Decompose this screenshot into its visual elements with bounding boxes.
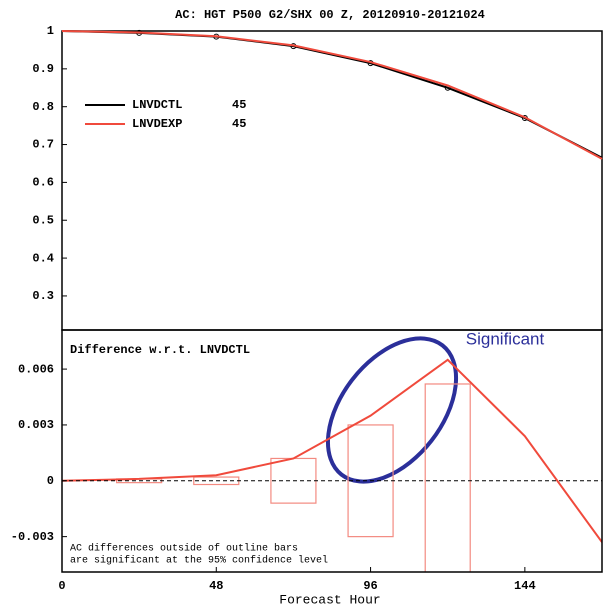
series-line (61, 30, 603, 160)
x-axis-label: Forecast Hour (279, 592, 380, 607)
x-tick-label: 0 (58, 579, 65, 593)
legend-label: LNVDCTL (132, 98, 182, 112)
legend-count: 45 (232, 98, 246, 112)
note: AC differences outside of outline bars (70, 543, 298, 555)
y-tick-label: 0.6 (32, 176, 54, 190)
x-tick-label: 96 (363, 579, 377, 593)
legend-label: LNVDEXP (132, 117, 182, 131)
highlight-ellipse (325, 336, 459, 484)
y-tick-label: 1 (47, 24, 54, 38)
y-tick-label: 0.8 (32, 100, 54, 114)
y-tick-label: 0.006 (18, 362, 54, 376)
y-tick-label: -0.003 (11, 530, 54, 544)
series-line (62, 358, 602, 543)
y-tick-label: 0.003 (18, 418, 54, 432)
chart-title: AC: HGT P500 G2/SHX 00 Z, 20120910-20121… (175, 8, 485, 22)
note: are significant at the 95% confidence le… (70, 555, 328, 567)
annotation: Significant (466, 329, 545, 348)
y-tick-label: 0.4 (32, 251, 54, 265)
y-tick-label: 0.9 (32, 62, 54, 76)
y-tick-label: 0.3 (32, 289, 54, 303)
panel-frame (61, 329, 603, 573)
y-tick-label: 0 (47, 474, 54, 488)
series-line (61, 30, 603, 159)
panel-frame (61, 30, 603, 331)
panel-title: Difference w.r.t. LNVDCTL (70, 343, 250, 357)
legend-count: 45 (232, 117, 246, 131)
y-tick-label: 0.5 (32, 213, 54, 227)
x-tick-label: 144 (514, 579, 536, 593)
x-tick-label: 48 (209, 579, 223, 593)
y-tick-label: 0.7 (32, 138, 54, 152)
